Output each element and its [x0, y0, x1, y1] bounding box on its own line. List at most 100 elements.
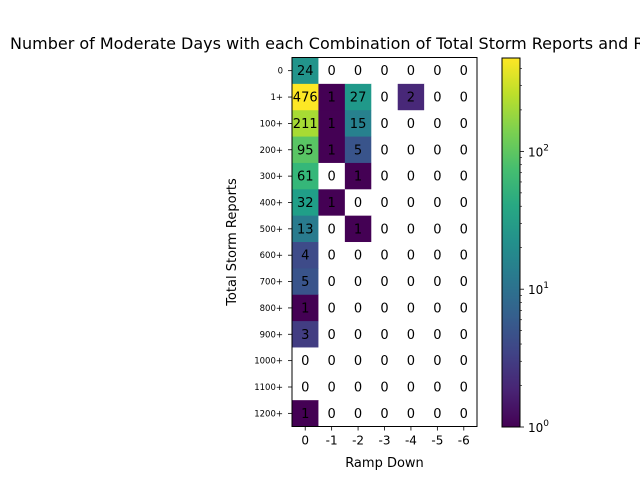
- heatmap-cell: [424, 215, 451, 243]
- cell-value-label: 211: [293, 117, 318, 132]
- cell-value-label: 1: [354, 170, 362, 185]
- heatmap-cell: [318, 242, 346, 269]
- cell-value-label: 32: [297, 196, 314, 211]
- heatmap-cell: [424, 162, 451, 190]
- heatmap-cell: [318, 215, 346, 243]
- cell-value-label: 0: [407, 328, 415, 343]
- heatmap-cell: [318, 321, 346, 348]
- heatmap-cell: [318, 83, 346, 111]
- heatmap-cell: [397, 110, 425, 137]
- cell-value-label: 1: [328, 91, 336, 106]
- cell-value-label: 0: [301, 354, 309, 369]
- cell-value-label: 0: [328, 328, 336, 343]
- cell-value-label: 3: [301, 328, 309, 343]
- heatmap-cell: [292, 215, 319, 243]
- cell-value-label: 0: [433, 275, 441, 290]
- cell-value-label: 0: [301, 381, 309, 396]
- heatmap-cell: [397, 136, 425, 164]
- heatmap-cell: [397, 373, 425, 401]
- cell-value-label: 0: [460, 117, 468, 132]
- cell-value-label: 2: [407, 91, 415, 106]
- heatmap-cell: [292, 347, 319, 375]
- cell-value-label: 0: [328, 222, 336, 237]
- heatmap-cell: [292, 294, 319, 322]
- cell-value-label: 0: [460, 91, 468, 106]
- y-tick-label: 600+: [260, 251, 283, 261]
- y-tick-label: 1000+: [254, 357, 283, 367]
- heatmap-cell: [318, 400, 346, 427]
- cell-value-label: 0: [460, 222, 468, 237]
- cell-value-label: 1: [301, 301, 309, 316]
- cell-value-label: 0: [433, 328, 441, 343]
- heatmap-cell: [424, 57, 451, 85]
- heatmap-cell: [371, 57, 399, 85]
- heatmap-cell: [424, 268, 451, 296]
- heatmap-cell: [450, 268, 478, 296]
- x-tick-label: -4: [405, 434, 417, 448]
- heatmap-cell: [371, 83, 399, 111]
- heatmap-cell: [450, 400, 478, 427]
- cell-value-label: 0: [380, 143, 388, 158]
- cell-value-label: 0: [407, 170, 415, 185]
- cell-value-label: 13: [297, 222, 314, 237]
- y-tick-label: 300+: [260, 172, 283, 182]
- cell-value-label: 1: [301, 407, 309, 422]
- cell-value-label: 0: [433, 196, 441, 211]
- cell-value-label: 0: [460, 328, 468, 343]
- heatmap-cell: [424, 373, 451, 401]
- colorbar-tick-label: 100: [528, 419, 549, 435]
- heatmap-cell: [344, 268, 372, 296]
- colorbar: [501, 57, 521, 428]
- cell-value-label: 476: [293, 91, 318, 106]
- y-axis: 0 1+ 100+ 200+ 300+ 400+ 500+ 600+ 700+ 800+ 900+ 1…: [254, 67, 292, 419]
- heatmap-cell: [371, 373, 399, 401]
- heatmap-cell: [397, 321, 425, 348]
- heatmap-cell: [344, 57, 372, 85]
- cell-value-label: 0: [328, 64, 336, 79]
- heatmap-cell: [397, 57, 425, 85]
- x-tick-label: -3: [379, 434, 391, 448]
- heatmap-cell: [450, 294, 478, 322]
- heatmap-cell: [397, 215, 425, 243]
- heatmap-cell: [424, 110, 451, 137]
- heatmap-cell: [450, 242, 478, 269]
- cell-value-label: 0: [354, 407, 362, 422]
- heatmap-cell: [371, 136, 399, 164]
- heatmap-cell: [371, 215, 399, 243]
- cell-value-label: 0: [407, 301, 415, 316]
- cell-value-label: 0: [354, 275, 362, 290]
- y-tick-label: 1200+: [254, 409, 283, 419]
- cell-value-label: 0: [460, 381, 468, 396]
- cell-value-label: 0: [380, 249, 388, 264]
- heatmap-cell: [371, 268, 399, 296]
- cell-value-label: 1: [328, 196, 336, 211]
- heatmap-cell: [318, 57, 346, 85]
- heatmap-cell: [318, 294, 346, 322]
- heatmap-cell: [344, 347, 372, 375]
- cell-value-label: 0: [328, 170, 336, 185]
- cell-value-label: 0: [460, 354, 468, 369]
- heatmap-cell: [344, 294, 372, 322]
- heatmap-cell: [371, 347, 399, 375]
- cell-value-label: 0: [460, 196, 468, 211]
- cell-value-label: 0: [433, 249, 441, 264]
- cell-value-label: 5: [301, 275, 309, 290]
- heatmap-cell: [450, 57, 478, 85]
- y-tick-label: 1100+: [254, 383, 283, 393]
- heatmap-cell: [344, 215, 372, 243]
- cell-value-label: 0: [380, 381, 388, 396]
- cell-value-label: 0: [407, 117, 415, 132]
- cell-value-label: 0: [354, 301, 362, 316]
- heatmap-cell: [424, 294, 451, 322]
- cell-value-label: 0: [433, 117, 441, 132]
- colorbar-tick-label: 102: [528, 143, 549, 159]
- heatmap-cell: [344, 400, 372, 427]
- cell-value-label: 0: [407, 407, 415, 422]
- cell-value-label: 0: [380, 196, 388, 211]
- heatmap-cell: [397, 400, 425, 427]
- heatmap-cell: [450, 110, 478, 137]
- y-axis-label: Total Storm Reports: [225, 178, 240, 307]
- heatmap-cell: [450, 83, 478, 111]
